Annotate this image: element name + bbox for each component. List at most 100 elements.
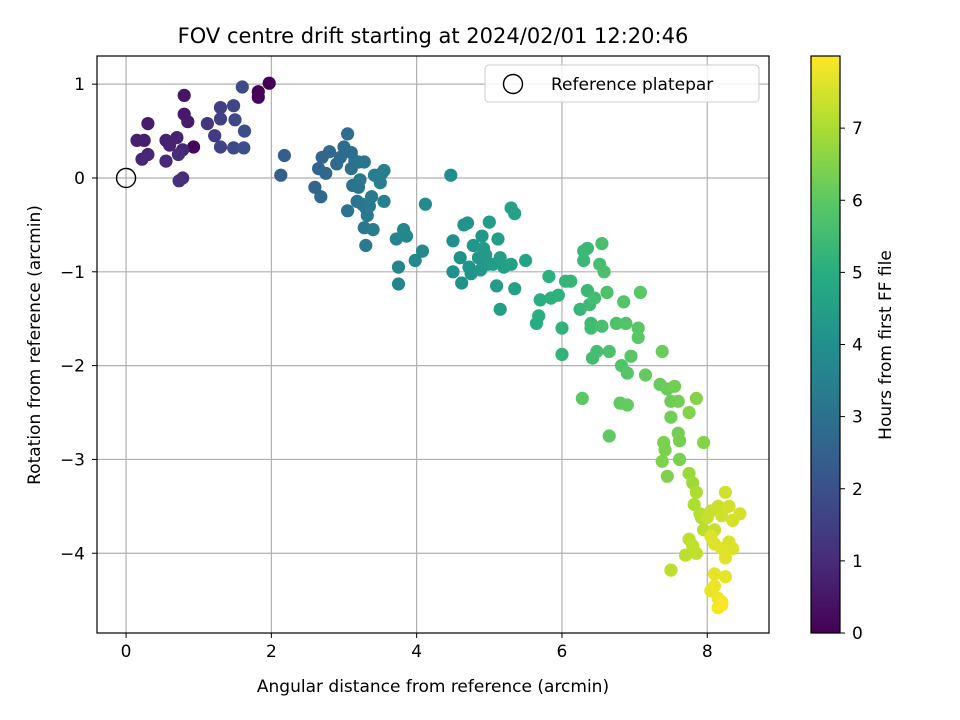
y-tick-label: −1 [60, 263, 85, 283]
x-tick-label: 4 [411, 642, 422, 662]
data-point [590, 344, 604, 359]
data-point [689, 391, 704, 405]
data-point [673, 452, 687, 466]
data-point [172, 174, 186, 188]
data-point [715, 509, 729, 523]
data-point [491, 232, 505, 246]
legend-marker [502, 73, 524, 95]
data-point [555, 347, 569, 361]
data-point [308, 180, 322, 194]
data-point [322, 145, 337, 159]
data-point [314, 190, 328, 204]
data-point [655, 454, 669, 468]
data-point [508, 282, 522, 296]
data-point [671, 394, 685, 408]
data-point [595, 237, 609, 251]
data-point [446, 234, 460, 248]
data-point [418, 197, 432, 211]
data-point [602, 344, 616, 359]
data-point [227, 99, 241, 113]
data-point [163, 138, 177, 152]
data-point [620, 366, 634, 380]
data-point [377, 194, 391, 208]
data-point [597, 265, 611, 279]
data-point [391, 260, 406, 274]
plot-frame [96, 55, 770, 634]
data-point [213, 101, 228, 115]
data-point [460, 216, 475, 230]
data-point [135, 152, 149, 166]
data-point [251, 90, 265, 104]
colorbar-tick-label: 0 [852, 624, 863, 644]
data-point [213, 112, 228, 126]
data-point [718, 485, 733, 499]
data-point [660, 469, 674, 483]
data-point [600, 285, 614, 299]
data-point [341, 204, 355, 218]
y-axis-label: Rotation from reference (arcmin) [25, 205, 45, 485]
data-point [580, 241, 595, 255]
data-point [475, 229, 489, 243]
data-point [482, 215, 496, 229]
data-point [377, 163, 391, 178]
colorbar-tick-label: 7 [852, 119, 863, 139]
data-point [678, 548, 693, 562]
reference-point [115, 167, 137, 189]
data-point [274, 168, 288, 182]
data-point [631, 321, 645, 335]
data-point [399, 229, 414, 243]
data-point [631, 330, 645, 345]
data-point [575, 391, 589, 405]
x-tick-label: 8 [702, 642, 713, 662]
data-point [595, 319, 609, 333]
data-point [137, 133, 151, 147]
data-point [228, 113, 242, 127]
data-point [490, 279, 504, 293]
data-point [638, 368, 653, 382]
data-point [141, 117, 155, 131]
data-point [366, 223, 380, 237]
colorbar-tick-label: 4 [852, 336, 863, 356]
data-point [624, 349, 638, 363]
data-point [200, 117, 214, 131]
data-point [508, 207, 522, 221]
colorbar-label: Hours from first FF file [876, 250, 896, 440]
data-point [718, 570, 733, 584]
colorbar-tick-label: 6 [852, 191, 863, 211]
y-tick-label: 0 [74, 169, 85, 189]
colorbar-tick-label: 5 [852, 263, 863, 283]
data-point [187, 140, 201, 154]
y-axis-ticks: 1 0 −1 −2 −3 −4 [60, 75, 97, 564]
x-tick-label: 2 [266, 642, 277, 662]
data-point [658, 443, 672, 457]
data-point [619, 316, 633, 330]
data-point [365, 190, 379, 204]
legend-box [484, 64, 760, 103]
data-point [532, 309, 546, 323]
y-tick-label: −4 [60, 544, 85, 564]
chart-title: FOV centre drift starting at 2024/02/01 … [178, 24, 689, 48]
data-point [668, 379, 682, 393]
data-point [555, 321, 569, 335]
data-point [620, 398, 634, 412]
data-point [682, 405, 696, 420]
data-point [655, 344, 669, 359]
data-point [237, 124, 252, 138]
data-point [542, 269, 556, 284]
data-point [227, 141, 241, 155]
y-tick-label: 1 [74, 75, 85, 95]
reference-marker [115, 167, 137, 189]
data-point [235, 80, 249, 94]
data-point [408, 253, 422, 268]
data-point [673, 434, 687, 448]
colorbar-gradient [811, 56, 840, 633]
data-point [722, 499, 736, 513]
data-point [584, 321, 598, 335]
colorbar-tick-label: 1 [852, 552, 863, 572]
data-point [577, 253, 591, 268]
data-point [602, 429, 616, 443]
data-point [391, 277, 406, 291]
data-point [466, 238, 480, 253]
data-point [504, 257, 518, 271]
